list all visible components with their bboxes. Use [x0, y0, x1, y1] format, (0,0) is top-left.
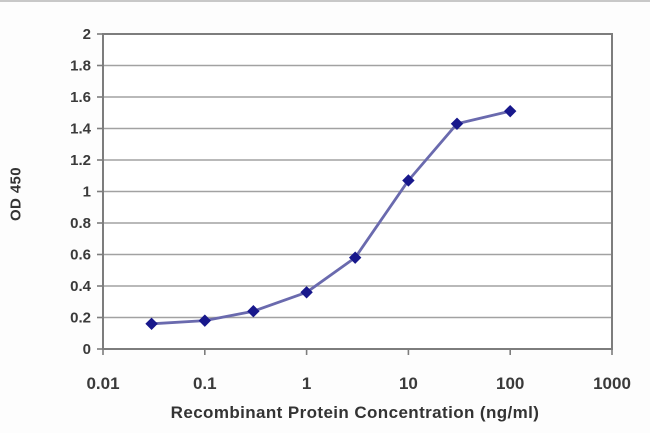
y-tick-label: 1.8 [70, 58, 91, 75]
data-point-marker [247, 304, 260, 318]
y-tick-label: 2 [83, 26, 91, 43]
data-point-marker [450, 117, 464, 130]
y-tick-label: 0 [83, 341, 91, 358]
y-tick-label: 0.6 [70, 247, 91, 264]
data-point-marker [300, 286, 313, 299]
data-point-marker [402, 174, 415, 187]
x-tick-label: 0.01 [86, 374, 119, 393]
y-axis-title: OD 450 [7, 166, 25, 222]
y-tick-label: 0.8 [70, 215, 91, 232]
y-tick-label: 0.2 [70, 310, 91, 327]
data-point-marker [348, 251, 362, 264]
x-tick-label: 1 [302, 374, 311, 393]
y-tick-label: 1 [83, 184, 91, 201]
x-tick-label: 100 [496, 374, 524, 393]
y-tick-label: 0.4 [70, 278, 92, 295]
y-tick-label: 1.4 [70, 121, 92, 138]
data-point-marker [145, 317, 158, 331]
y-tick-label: 1.6 [70, 89, 91, 106]
y-tick-label: 1.2 [70, 152, 91, 169]
data-point-marker [503, 104, 517, 118]
x-axis-title: Recombinant Protein Concentration (ng/ml… [170, 403, 540, 422]
x-tick-label: 1000 [593, 374, 631, 393]
x-tick-label: 10 [399, 374, 418, 393]
data-point-marker [198, 314, 212, 327]
x-tick-label: 0.1 [193, 374, 217, 393]
series-line [150, 109, 512, 326]
